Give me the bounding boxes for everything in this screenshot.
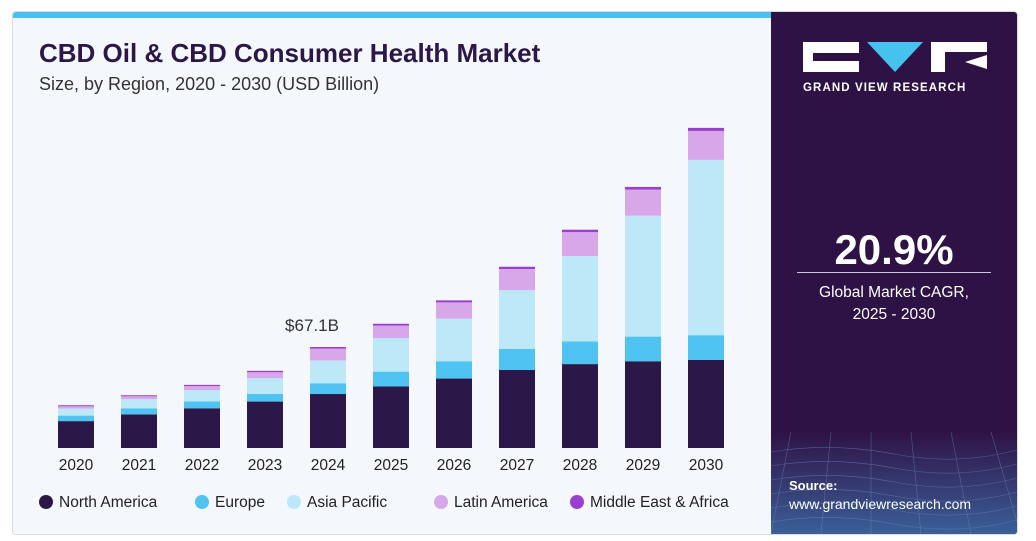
- bar-segment: [184, 384, 220, 387]
- chart-subtitle: Size, by Region, 2020 - 2030 (USD Billio…: [39, 74, 380, 94]
- legend-entry: North America: [59, 494, 158, 511]
- bar-segment: [58, 406, 94, 409]
- bar-segment: [625, 215, 661, 337]
- bar-segment: [121, 414, 157, 448]
- bar-segment: [310, 394, 346, 448]
- bar-segment: [310, 383, 346, 395]
- bar-segment: [499, 266, 535, 269]
- bar-segment: [625, 336, 661, 362]
- legend-swatch: [39, 495, 53, 509]
- legend-swatch: [434, 495, 448, 509]
- bar-segment: [373, 371, 409, 387]
- bar-segment: [436, 300, 472, 303]
- x-tick-label: 2024: [311, 457, 346, 474]
- bar-segment: [121, 399, 157, 409]
- bar-segment: [184, 401, 220, 409]
- bar-segment: [499, 290, 535, 349]
- bar-segment: [121, 396, 157, 400]
- bar-segment: [184, 386, 220, 391]
- x-tick-label: 2027: [500, 457, 534, 474]
- cagr-value: 20.9%: [834, 226, 954, 273]
- legend-swatch: [287, 495, 301, 509]
- bar-segment: [58, 405, 94, 407]
- x-tick-label: 2020: [59, 457, 94, 474]
- x-tick-label: 2026: [437, 457, 471, 474]
- bar-segment: [499, 269, 535, 291]
- bar-segment: [499, 370, 535, 448]
- logo-v-block: [867, 42, 923, 72]
- chart-panel: CBD Oil & CBD Consumer Health Market Siz…: [13, 12, 771, 534]
- bar-segment: [499, 348, 535, 371]
- brand-name: GRAND VIEW RESEARCH: [803, 82, 967, 94]
- bar-segment: [436, 302, 472, 319]
- legend-entry: Latin America: [454, 494, 548, 511]
- bar-segment: [625, 361, 661, 448]
- source-label: Source:: [789, 478, 838, 493]
- bar-segment: [310, 348, 346, 361]
- logo-g-block: [803, 42, 859, 72]
- accent-bar: [13, 12, 771, 18]
- logo-mark: [803, 42, 987, 72]
- sidebar-panel: GRAND VIEW RESEARCH 20.9% Global Market …: [771, 12, 1017, 534]
- bar-segment: [373, 325, 409, 339]
- bar-segment: [58, 408, 94, 416]
- bar-segment: [688, 130, 724, 160]
- bar-segment: [625, 189, 661, 216]
- bar-segment: [688, 359, 724, 448]
- legend-swatch: [195, 495, 209, 509]
- bar-segment: [310, 360, 346, 384]
- bar-segment: [436, 318, 472, 362]
- bar-segment: [436, 378, 472, 448]
- bar-segment: [247, 378, 283, 394]
- legend-entry: Europe: [215, 494, 265, 511]
- x-tick-label: 2021: [122, 457, 156, 474]
- bar-segment: [58, 421, 94, 448]
- bar-segment: [121, 395, 157, 397]
- bar-segment: [310, 347, 346, 349]
- bar-segment: [373, 323, 409, 326]
- legend-entry: Asia Pacific: [307, 494, 387, 511]
- bar-segment: [184, 390, 220, 402]
- bar-segment: [562, 364, 598, 448]
- bar-segment: [373, 386, 409, 448]
- bar-value-label: $67.1B: [285, 316, 339, 335]
- legend-entry: Middle East & Africa: [590, 494, 729, 511]
- bar-segment: [184, 408, 220, 448]
- legend-swatch: [570, 495, 584, 509]
- x-tick-label: 2022: [185, 457, 219, 474]
- bar-segment: [562, 232, 598, 256]
- report-card: CBD Oil & CBD Consumer Health Market Siz…: [12, 11, 1018, 535]
- bar-segment: [436, 361, 472, 379]
- bar-segment: [247, 370, 283, 373]
- x-tick-label: 2029: [626, 457, 660, 474]
- cagr-label: Global Market CAGR,: [819, 284, 969, 301]
- bar-segment: [688, 127, 724, 131]
- x-tick-label: 2023: [248, 457, 282, 474]
- bar-segment: [247, 393, 283, 402]
- stacked-bar-chart: 2020 2021 2022 2023 $67.1B 2024 2025 2026 2027 20…: [39, 127, 729, 511]
- bar-segment: [625, 186, 661, 190]
- source-url: www.grandviewresearch.com: [789, 496, 972, 512]
- bar-segment: [562, 229, 598, 233]
- x-tick-label: 2025: [374, 457, 408, 474]
- bar-segment: [247, 372, 283, 379]
- bar-segment: [247, 401, 283, 448]
- bar-segment: [58, 415, 94, 422]
- bar-segment: [562, 341, 598, 365]
- x-tick-label: 2030: [689, 457, 724, 474]
- x-tick-label: 2028: [563, 457, 597, 474]
- cagr-divider: [797, 272, 991, 273]
- decorative-wave-pattern: [771, 432, 1017, 534]
- cagr-period: 2025 - 2030: [852, 306, 936, 323]
- bar-segment: [373, 338, 409, 372]
- chart-title: CBD Oil & CBD Consumer Health Market: [39, 38, 541, 68]
- grand-view-research-logo: GRAND VIEW RESEARCH: [803, 42, 987, 94]
- bar-segment: [121, 408, 157, 415]
- bar-segment: [688, 159, 724, 336]
- logo-r-block: [931, 42, 987, 72]
- bar-segment: [562, 255, 598, 342]
- bar-segment: [688, 335, 724, 360]
